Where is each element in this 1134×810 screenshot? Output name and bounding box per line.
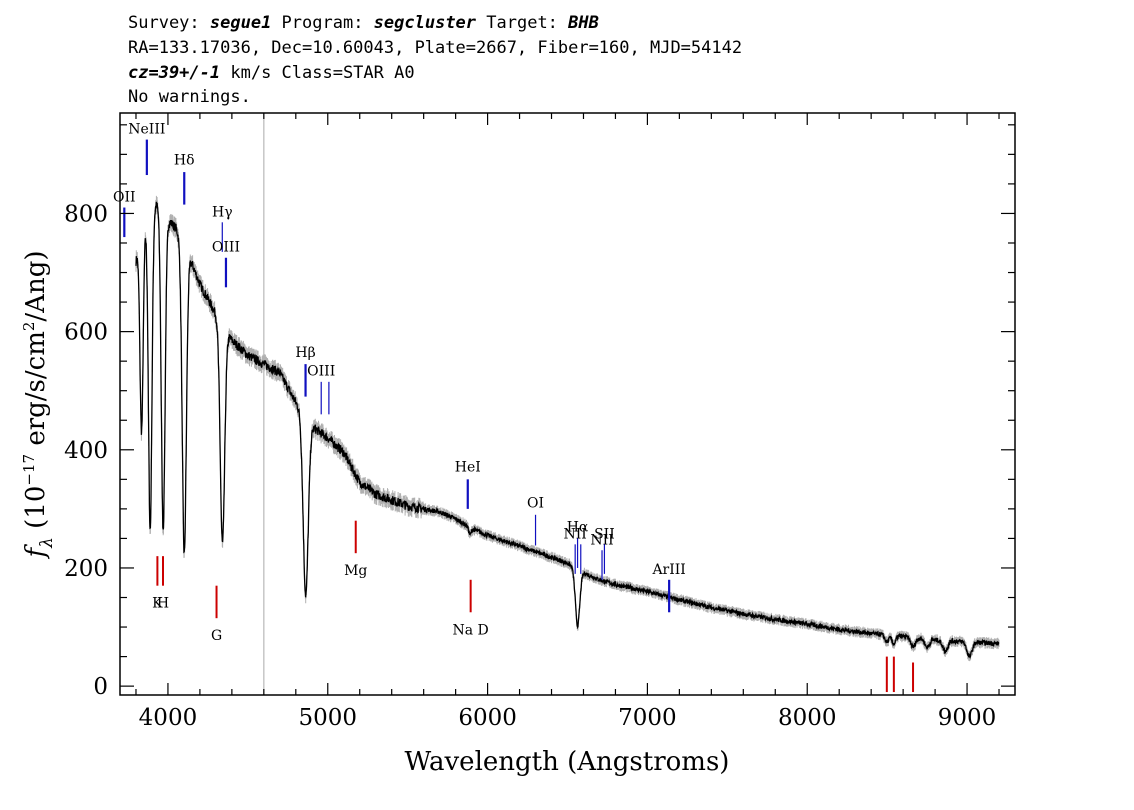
absorption-line-label: Mg	[344, 563, 367, 579]
emission-line-label: HeI	[455, 460, 481, 476]
absorption-line-label: G	[211, 628, 222, 644]
emission-line-label: NII	[564, 526, 587, 542]
y-tick-label: 400	[64, 438, 108, 464]
emission-line-label: Hδ	[174, 152, 195, 168]
header-line-1: Survey: segue1 Program: segcluster Targe…	[128, 12, 599, 34]
target-label: Target:	[476, 13, 569, 33]
x-tick-label: 9000	[938, 705, 997, 731]
redshift-value: cz=39+/-1	[128, 63, 221, 83]
emission-line-label: Hβ	[295, 345, 315, 361]
y-tick-label: 0	[93, 674, 108, 700]
class-text: km/s Class=STAR A0	[220, 63, 415, 83]
y-tick-label: 600	[64, 320, 108, 346]
y-tick-label: 200	[64, 556, 108, 582]
svg-text:fλ (10−17 erg/s/cm2/Ang): fλ (10−17 erg/s/cm2/Ang)	[20, 251, 57, 560]
emission-line-label: ArIII	[651, 562, 685, 578]
emission-line-label: Hγ	[212, 204, 233, 220]
emission-line-label: NII	[590, 532, 613, 548]
target-value: BHB	[568, 13, 599, 33]
program-value: segcluster	[373, 13, 477, 33]
y-axis-label: fλ (10−17 erg/s/cm2/Ang)	[20, 251, 57, 560]
survey-label: Survey:	[128, 13, 210, 33]
x-tick-label: 4000	[139, 705, 198, 731]
emission-line-label: OIII	[212, 239, 240, 255]
x-tick-label: 6000	[458, 705, 517, 731]
plot-frame	[119, 112, 1016, 696]
emission-line-label: NeIII	[128, 122, 165, 138]
emission-line-label: OIII	[307, 363, 335, 379]
survey-value: segue1	[209, 13, 272, 33]
header-line-3: cz=39+/-1 km/s Class=STAR A0	[128, 62, 415, 84]
flux-error-band	[135, 195, 1000, 662]
absorption-line-label: Na D	[453, 622, 489, 638]
x-tick-label: 5000	[298, 705, 357, 731]
emission-line-label: Hα	[567, 519, 589, 535]
header-line-2: RA=133.17036, Dec=10.60043, Plate=2667, …	[128, 38, 743, 58]
header-line-4: No warnings.	[128, 87, 251, 107]
flux-series-line	[135, 201, 1000, 660]
x-tick-label: 8000	[778, 705, 837, 731]
emission-line-label: SII	[594, 526, 615, 542]
absorption-line-label: H	[157, 596, 169, 612]
program-label: Program:	[271, 13, 374, 33]
emission-line-label: OII	[113, 190, 136, 206]
emission-line-label: OI	[527, 496, 544, 512]
x-tick-label: 7000	[618, 705, 677, 731]
absorption-line-label: K	[152, 596, 163, 612]
x-axis-label: Wavelength (Angstroms)	[405, 747, 730, 777]
y-tick-label: 800	[64, 201, 108, 227]
